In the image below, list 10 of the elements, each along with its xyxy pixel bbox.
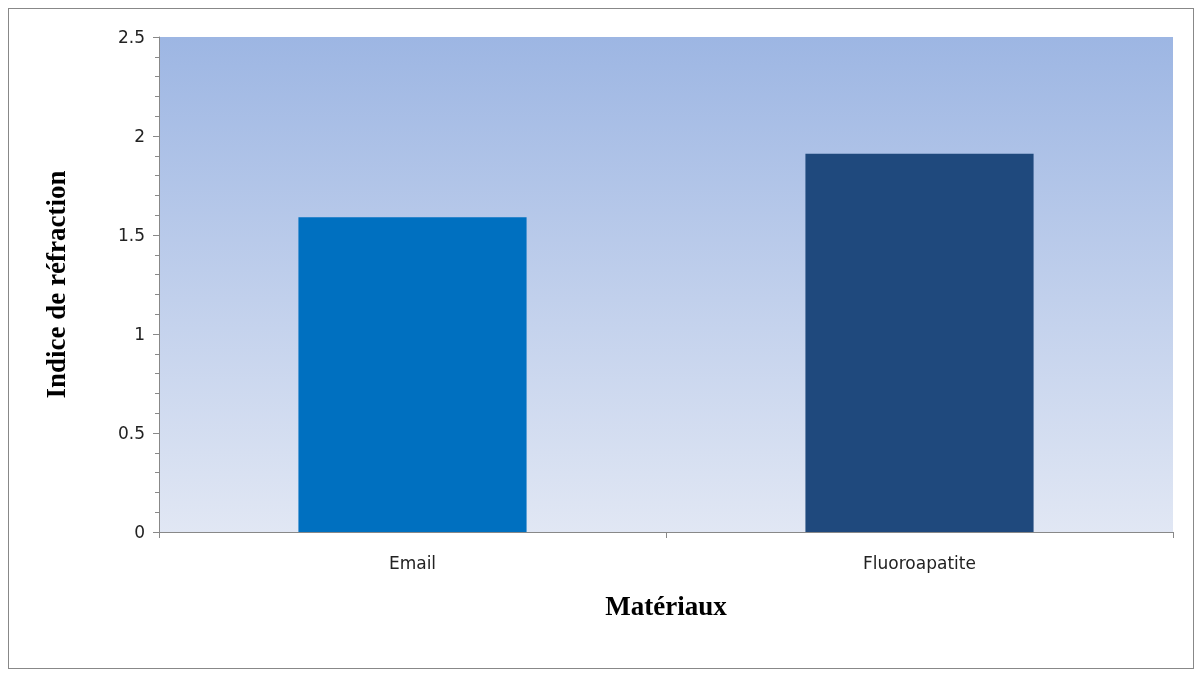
y-tick-label: 0.5 — [117, 423, 145, 443]
y-tick-label: 2.5 — [117, 27, 145, 47]
x-axis-title: Matériaux — [605, 590, 728, 621]
x-tick-label: Fluoroapatite — [863, 552, 976, 573]
y-axis-title: Indice de réfraction — [40, 170, 71, 399]
x-tick-label: Email — [388, 552, 437, 573]
y-tick-label: 1.5 — [117, 225, 145, 245]
y-tick-label: 1 — [134, 324, 145, 344]
y-tick-label: 2 — [134, 126, 145, 146]
y-tick-label: 0 — [134, 522, 145, 542]
